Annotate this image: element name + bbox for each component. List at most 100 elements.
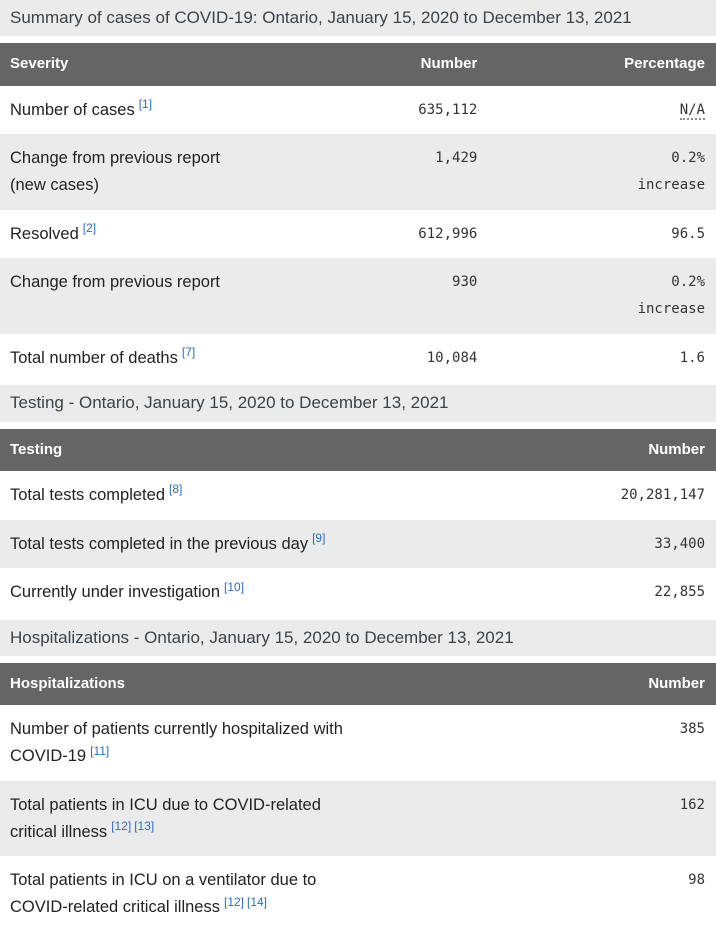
row-label-cell: Resolved [2]: [0, 210, 239, 259]
row-percentage: 0.2% increase: [637, 150, 705, 193]
row-percentage-cell: 0.2% increase: [477, 258, 716, 333]
row-percentage-cell: 1.6: [477, 334, 716, 383]
row-label: Number of patients currently hospitalize…: [10, 720, 343, 766]
footnote-sup: [12]: [224, 895, 244, 909]
row-label-cell: Number of cases [1]: [0, 86, 239, 135]
row-label-cell: Change from previous report: [0, 258, 239, 333]
row-label-cell: Total number of deaths [7]: [0, 334, 239, 383]
row-label: Total tests completed in the previous da…: [10, 534, 309, 553]
table-caption-severity: Summary of cases of COVID-19: Ontario, J…: [0, 0, 716, 37]
row-percentage-cell: 0.2% increase: [477, 134, 716, 209]
table-body: Total tests completed [8] 20,281,147 Total …: [0, 470, 716, 617]
footnote-link[interactable]: [10]: [224, 579, 245, 594]
row-label: Change from previous report (new cases): [10, 149, 221, 194]
footnote-link[interactable]: [2]: [82, 221, 97, 236]
row-number-cell: 612,996: [418, 225, 478, 242]
row-label: Total patients in ICU due to COVID-relat…: [10, 795, 321, 841]
table-row: Total patients in ICU on a ventilator du…: [0, 856, 716, 932]
table-caption-testing: Testing - Ontario, January 15, 2020 to D…: [0, 385, 716, 422]
table-row: Number of patients currently hospitalize…: [0, 705, 716, 781]
not-applicable-abbr: N/A: [679, 101, 705, 120]
row-label-cell: Number of patients currently hospitalize…: [0, 705, 358, 780]
table-row: Change from previous report 930 0.2% incre…: [0, 258, 716, 334]
footnote-sup: [1]: [139, 97, 152, 111]
table-body: Number of cases [1] 635,112 N/A Change from …: [0, 85, 716, 383]
table-row: Total patients in ICU due to COVID-relat…: [0, 780, 716, 857]
footnote-link[interactable]: [12]: [111, 819, 132, 834]
table-row: Total number of deaths [7] 10,084 1.6: [0, 333, 716, 383]
row-label: Change from previous report: [10, 273, 221, 292]
table-row: Total tests completed [8] 20,281,147: [0, 470, 716, 520]
footnote-link[interactable]: [1]: [138, 97, 153, 111]
footnote-sup: [11]: [90, 744, 109, 758]
table-section-hospitalizations: Hospitalizations - Ontario, January 15, …: [0, 619, 716, 932]
column-header-number: Number: [358, 428, 716, 471]
row-number-cell: 20,281,147: [620, 486, 705, 503]
column-header-hospitalizations: Hospitalizations: [0, 663, 358, 706]
row-label-cell: Currently under investigation [10]: [0, 568, 358, 617]
row-percentage-cell: N/A: [477, 86, 716, 135]
row-label-cell: Total tests completed in the previous da…: [0, 520, 358, 569]
footnote-sup: [2]: [83, 221, 96, 235]
data-table-hospitalizations: Hospitalizations Number Number of patients…: [0, 663, 716, 932]
row-percentage: 0.2% increase: [637, 274, 705, 317]
table-header: Testing Number: [0, 428, 716, 471]
row-label: Total tests completed: [10, 485, 165, 504]
row-percentage: 1.6: [679, 349, 705, 366]
footnote-link[interactable]: [14]: [247, 894, 268, 909]
footnote-link[interactable]: [7]: [181, 345, 196, 360]
footnote-link[interactable]: [13]: [134, 819, 155, 834]
table-row: Total tests completed in the previous da…: [0, 519, 716, 569]
table-body: Number of patients currently hospitalize…: [0, 705, 716, 932]
column-header-testing: Testing: [0, 428, 358, 471]
table-row: Change from previous report (new cases) 1…: [0, 134, 716, 210]
row-percentage-cell: 96.5: [477, 210, 716, 259]
table-row: Resolved [2] 612,996 96.5: [0, 209, 716, 259]
footnote-sup: [8]: [169, 482, 182, 496]
row-label: Resolved: [10, 224, 79, 243]
table-section-severity: Summary of cases of COVID-19: Ontario, J…: [0, 0, 716, 383]
row-number-cell: 10,084: [426, 349, 478, 366]
row-label: Total number of deaths: [10, 348, 178, 367]
header-row: Testing Number: [0, 428, 716, 471]
row-number-cell: 22,855: [654, 584, 705, 601]
table-caption-hospitalizations: Hospitalizations - Ontario, January 15, …: [0, 619, 716, 657]
footnote-link[interactable]: [8]: [169, 482, 183, 497]
footnote-link[interactable]: [12]: [223, 894, 244, 909]
footnote-link[interactable]: [9]: [312, 531, 326, 545]
row-number-cell: 162: [679, 796, 705, 813]
header-row: Severity Number Percentage: [0, 43, 716, 86]
footnote-sup: [9]: [312, 531, 325, 545]
row-label-cell: Change from previous report (new cases): [0, 134, 239, 209]
row-number-cell: 98: [688, 872, 705, 889]
table-header: Hospitalizations Number: [0, 663, 716, 706]
data-table-severity: Severity Number Percentage Number of cases […: [0, 43, 716, 383]
column-header-percentage: Percentage: [477, 43, 716, 86]
row-label: Total patients in ICU on a ventilator du…: [10, 871, 317, 917]
table-header: Severity Number Percentage: [0, 43, 716, 86]
footnote-sup: [13]: [134, 819, 154, 833]
row-number-cell: 385: [679, 721, 705, 738]
row-label: Currently under investigation: [10, 583, 221, 602]
footnote-link[interactable]: [11]: [90, 743, 110, 758]
data-table-testing: Testing Number Total tests completed [8] 20,…: [0, 428, 716, 617]
column-header-number: Number: [238, 43, 478, 86]
table-row: Currently under investigation [10] 22,855: [0, 568, 716, 617]
footnote-sup: [12]: [111, 819, 131, 833]
row-label-cell: Total patients in ICU on a ventilator du…: [0, 856, 358, 931]
row-label-cell: Total patients in ICU due to COVID-relat…: [0, 781, 358, 856]
footnote-sup: [10]: [224, 580, 244, 594]
table-section-testing: Testing - Ontario, January 15, 2020 to D…: [0, 385, 716, 617]
row-label-cell: Total tests completed [8]: [0, 471, 358, 520]
row-number-cell: 1,429: [435, 150, 478, 167]
header-row: Hospitalizations Number: [0, 663, 716, 706]
row-number-cell: 33,400: [654, 535, 705, 552]
row-percentage: 96.5: [671, 225, 705, 242]
footnote-sup: [14]: [247, 895, 267, 909]
column-header-number: Number: [358, 663, 716, 706]
row-label: Number of cases: [10, 100, 135, 119]
column-header-severity: Severity: [0, 43, 239, 86]
row-number-cell: 930: [452, 274, 478, 291]
